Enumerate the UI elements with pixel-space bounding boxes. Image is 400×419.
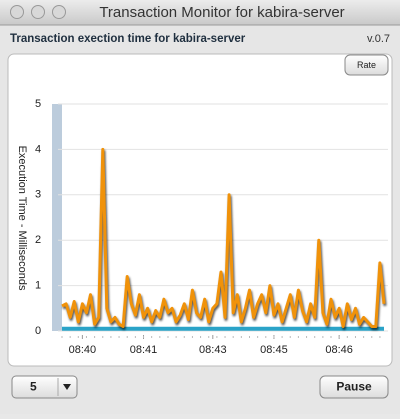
rate-button[interactable] (344, 54, 389, 76)
pause-button-label: Pause (336, 380, 372, 394)
select-arrow (63, 384, 71, 390)
rate-button-label: Rate (357, 60, 376, 70)
y-tick-label: 1 (35, 280, 41, 292)
y-tick-label: 3 (35, 189, 41, 201)
axis-band (52, 104, 62, 331)
y-axis-label: Execution Time - Milliseconds (16, 146, 28, 291)
pause-button[interactable] (319, 375, 389, 399)
interval-select[interactable] (11, 375, 78, 399)
version: v.0.7 (367, 33, 390, 45)
y-tick-label: 2 (35, 234, 41, 246)
x-tick-label: 08:46 (325, 344, 353, 356)
close-button[interactable] (10, 5, 24, 19)
y-tick-label: 5 (35, 98, 41, 110)
y-tick-label: 4 (35, 143, 41, 155)
series-line (61, 147, 386, 328)
minimize-button[interactable] (31, 5, 45, 19)
x-tick-label: 08:43 (199, 344, 227, 356)
header-title: Transaction exection time for kabira-ser… (10, 33, 246, 45)
interval-select-value: 5 (30, 380, 37, 394)
chart: 0 1 2 3 4 5 Execution Time - Milliseconds 08:40… (16, 98, 388, 356)
x-tick-label: 08:41 (130, 344, 158, 356)
chart-panel (7, 53, 393, 367)
y-tick-label: 0 (35, 325, 41, 337)
title-bar (0, 0, 400, 25)
window-title: Transaction Monitor for kabira-server (99, 4, 344, 21)
zoom-button[interactable] (52, 5, 66, 19)
x-tick-label: 08:45 (260, 344, 288, 356)
x-tick-label: 08:40 (69, 344, 97, 356)
